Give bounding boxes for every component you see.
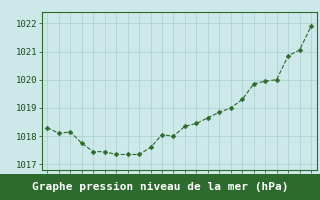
Text: Graphe pression niveau de la mer (hPa): Graphe pression niveau de la mer (hPa): [32, 182, 288, 192]
